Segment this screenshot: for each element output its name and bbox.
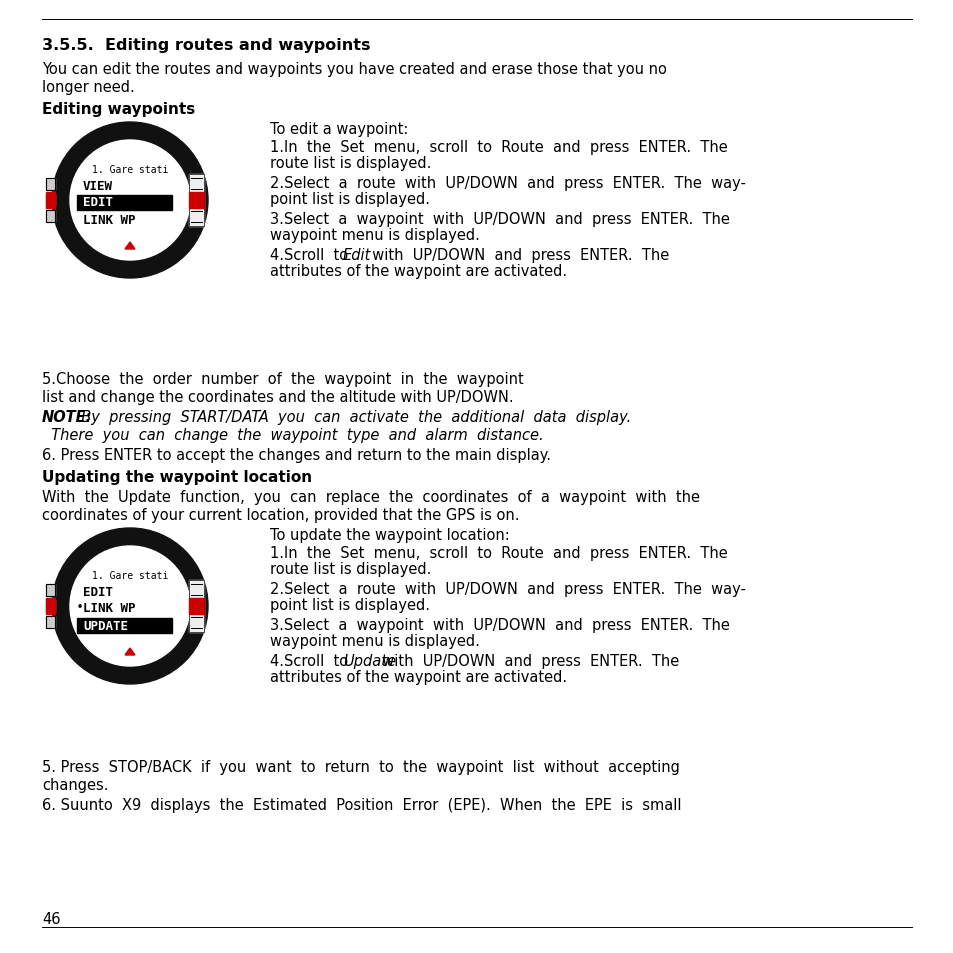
Text: 4.Scroll  to: 4.Scroll to <box>270 654 353 668</box>
Bar <box>77 618 172 634</box>
Bar <box>46 617 55 628</box>
Text: SUUNTO: SUUNTO <box>112 251 148 260</box>
Circle shape <box>52 123 208 278</box>
Text: waypoint menu is displayed.: waypoint menu is displayed. <box>270 228 479 243</box>
Text: Updating the waypoint location: Updating the waypoint location <box>42 470 312 484</box>
Circle shape <box>52 529 208 684</box>
Bar <box>46 600 55 613</box>
Text: To edit a waypoint:: To edit a waypoint: <box>270 122 408 137</box>
Text: UPDATE: UPDATE <box>83 618 128 632</box>
Text: To update the waypoint location:: To update the waypoint location: <box>270 527 509 542</box>
Text: Editing waypoints: Editing waypoints <box>42 102 195 117</box>
Bar <box>46 617 55 628</box>
Text: 4.Scroll  to: 4.Scroll to <box>270 248 353 263</box>
Bar <box>189 580 204 633</box>
Text: coordinates of your current location, provided that the GPS is on.: coordinates of your current location, pr… <box>42 507 519 522</box>
Text: 2.Select  a  route  with  UP/DOWN  and  press  ENTER.  The  way-: 2.Select a route with UP/DOWN and press … <box>270 581 745 597</box>
Text: There  you  can  change  the  waypoint  type  and  alarm  distance.: There you can change the waypoint type a… <box>42 428 543 442</box>
Text: EDIT: EDIT <box>83 196 112 210</box>
Bar <box>189 174 204 227</box>
Bar <box>46 194 55 207</box>
Text: Edit: Edit <box>342 248 371 263</box>
Bar <box>46 193 55 209</box>
Bar <box>77 195 172 211</box>
Text: LINK WP: LINK WP <box>83 602 135 615</box>
Bar <box>46 211 55 223</box>
Text: 3.Select  a  waypoint  with  UP/DOWN  and  press  ENTER.  The: 3.Select a waypoint with UP/DOWN and pre… <box>270 618 729 633</box>
Text: NOTE:: NOTE: <box>42 410 92 424</box>
Text: with  UP/DOWN  and  press  ENTER.  The: with UP/DOWN and press ENTER. The <box>373 654 679 668</box>
Text: •: • <box>77 195 83 206</box>
Text: You can edit the routes and waypoints you have created and erase those that you : You can edit the routes and waypoints yo… <box>42 62 666 77</box>
Text: point list is displayed.: point list is displayed. <box>270 192 430 207</box>
Bar <box>46 211 55 223</box>
Polygon shape <box>125 648 135 656</box>
Bar <box>189 580 204 633</box>
Text: 3.5.5.  Editing routes and waypoints: 3.5.5. Editing routes and waypoints <box>42 38 370 53</box>
Text: attributes of the waypoint are activated.: attributes of the waypoint are activated… <box>270 264 566 278</box>
Text: list and change the coordinates and the altitude with UP/DOWN.: list and change the coordinates and the … <box>42 390 513 405</box>
Text: longer need.: longer need. <box>42 80 134 95</box>
Bar <box>46 179 55 191</box>
Bar <box>46 179 55 191</box>
Bar <box>46 194 55 207</box>
Text: 6. Suunto  X9  displays  the  Estimated  Position  Error  (EPE).  When  the  EPE: 6. Suunto X9 displays the Estimated Posi… <box>42 797 680 812</box>
Bar <box>46 600 55 613</box>
Text: Update: Update <box>342 654 395 668</box>
Text: with  UP/DOWN  and  press  ENTER.  The: with UP/DOWN and press ENTER. The <box>362 248 668 263</box>
Text: SUUNTO: SUUNTO <box>112 657 148 665</box>
Bar <box>189 193 204 209</box>
Bar <box>189 174 204 227</box>
Text: VIEW: VIEW <box>83 180 112 193</box>
Text: route list is displayed.: route list is displayed. <box>270 561 431 577</box>
Text: 1.In  the  Set  menu,  scroll  to  Route  and  press  ENTER.  The: 1.In the Set menu, scroll to Route and p… <box>270 545 727 560</box>
Text: point list is displayed.: point list is displayed. <box>270 598 430 613</box>
Text: 1. Gare stati: 1. Gare stati <box>91 571 168 580</box>
Text: 3.Select  a  waypoint  with  UP/DOWN  and  press  ENTER.  The: 3.Select a waypoint with UP/DOWN and pre… <box>270 212 729 227</box>
Text: EDIT: EDIT <box>83 586 112 598</box>
Text: 46: 46 <box>42 911 60 926</box>
Bar <box>46 584 55 597</box>
Text: 6. Press ENTER to accept the changes and return to the main display.: 6. Press ENTER to accept the changes and… <box>42 448 551 462</box>
Text: LINK WP: LINK WP <box>83 213 135 226</box>
Polygon shape <box>125 243 135 250</box>
Text: 1. Gare stati: 1. Gare stati <box>91 165 168 174</box>
Text: route list is displayed.: route list is displayed. <box>270 156 431 171</box>
Circle shape <box>70 546 190 666</box>
Text: changes.: changes. <box>42 778 109 792</box>
Bar <box>46 598 55 615</box>
Text: •: • <box>77 601 83 612</box>
Bar <box>46 584 55 597</box>
Text: By  pressing  START/DATA  you  can  activate  the  additional  data  display.: By pressing START/DATA you can activate … <box>71 410 631 424</box>
Text: With  the  Update  function,  you  can  replace  the  coordinates  of  a  waypoi: With the Update function, you can replac… <box>42 490 700 504</box>
Text: 2.Select  a  route  with  UP/DOWN  and  press  ENTER.  The  way-: 2.Select a route with UP/DOWN and press … <box>270 175 745 191</box>
Circle shape <box>70 141 190 261</box>
Text: 5.Choose  the  order  number  of  the  waypoint  in  the  waypoint: 5.Choose the order number of the waypoin… <box>42 372 523 387</box>
Text: waypoint menu is displayed.: waypoint menu is displayed. <box>270 634 479 648</box>
Text: attributes of the waypoint are activated.: attributes of the waypoint are activated… <box>270 669 566 684</box>
Bar <box>189 598 204 615</box>
Text: 5. Press  STOP/BACK  if  you  want  to  return  to  the  waypoint  list  without: 5. Press STOP/BACK if you want to return… <box>42 760 679 774</box>
Text: 1.In  the  Set  menu,  scroll  to  Route  and  press  ENTER.  The: 1.In the Set menu, scroll to Route and p… <box>270 140 727 154</box>
